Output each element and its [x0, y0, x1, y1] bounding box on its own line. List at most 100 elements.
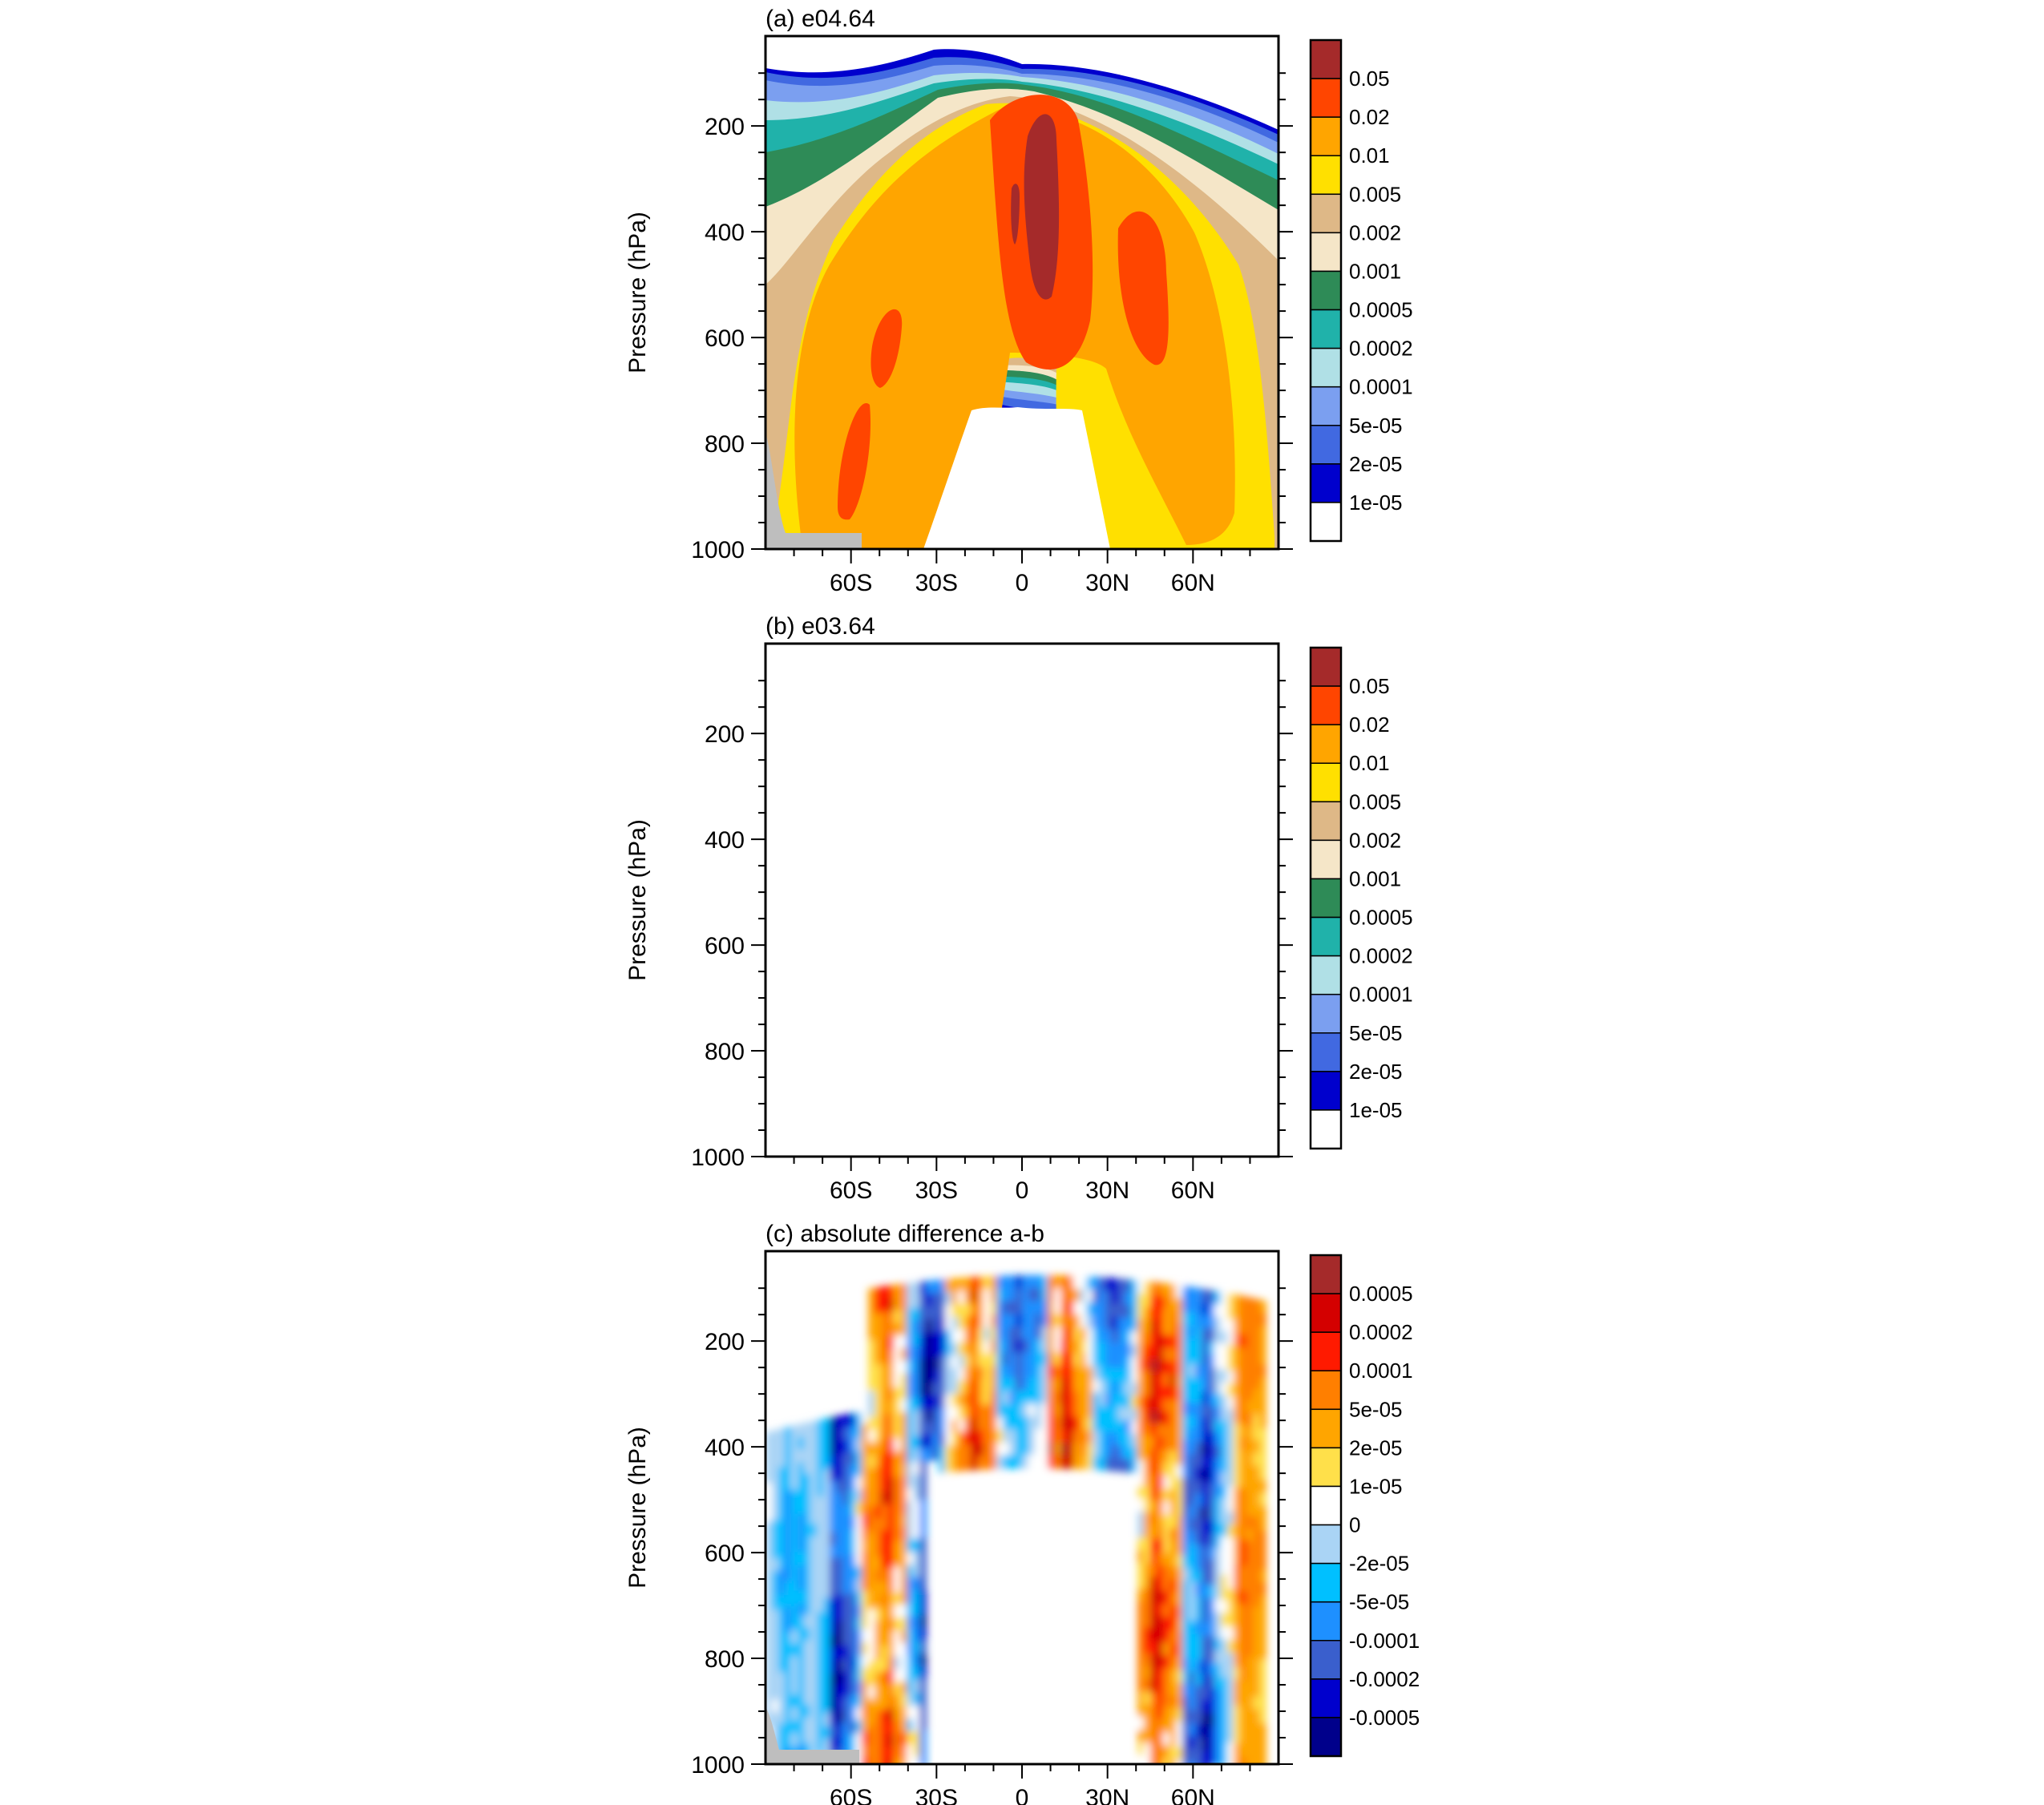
- difference-cell: [1073, 1353, 1081, 1367]
- difference-cell: [1163, 1706, 1170, 1721]
- difference-cell: [1169, 1489, 1177, 1504]
- difference-cell: [798, 1475, 805, 1489]
- difference-cell: [1221, 1587, 1228, 1601]
- difference-cell: [1041, 1378, 1048, 1392]
- difference-cell: [1150, 1461, 1157, 1476]
- difference-cell: [907, 1603, 914, 1617]
- difference-cell: [791, 1579, 798, 1593]
- difference-cell: [1137, 1613, 1145, 1628]
- difference-cell: [862, 1744, 869, 1759]
- difference-cell: [1195, 1557, 1202, 1572]
- difference-cell: [810, 1690, 818, 1704]
- difference-cell: [1182, 1529, 1190, 1544]
- difference-cell: [919, 1448, 927, 1462]
- difference-cell: [1176, 1682, 1183, 1697]
- difference-cell: [804, 1717, 811, 1731]
- difference-cell: [772, 1430, 779, 1444]
- difference-cell: [817, 1702, 824, 1716]
- difference-cell: [990, 1417, 997, 1431]
- difference-cell: [849, 1708, 856, 1722]
- difference-cell: [1086, 1353, 1093, 1367]
- difference-cell: [772, 1635, 779, 1650]
- difference-cell: [1137, 1357, 1145, 1371]
- difference-cell: [1214, 1522, 1222, 1536]
- x-tick-label: 30S: [915, 570, 958, 596]
- difference-cell: [1227, 1512, 1234, 1526]
- difference-cell: [849, 1593, 856, 1607]
- difference-cell: [875, 1557, 882, 1571]
- difference-cell: [1016, 1301, 1023, 1315]
- difference-cell: [1035, 1455, 1042, 1469]
- difference-cell: [785, 1696, 792, 1710]
- difference-cell: [1202, 1468, 1209, 1483]
- difference-cell: [1214, 1445, 1222, 1460]
- difference-cell: [919, 1345, 927, 1359]
- difference-cell: [1259, 1685, 1266, 1699]
- panel-b-mountain: [923, 1015, 1110, 1157]
- difference-cell: [849, 1516, 856, 1530]
- difference-cell: [913, 1602, 920, 1617]
- difference-cell: [1227, 1704, 1234, 1718]
- difference-cell: [1246, 1707, 1254, 1722]
- panel-b-band-0.05-strip: [1011, 791, 1020, 852]
- difference-cell: [798, 1654, 805, 1669]
- difference-cell: [1208, 1495, 1215, 1509]
- difference-cell: [1227, 1524, 1234, 1539]
- difference-cell: [1041, 1339, 1048, 1354]
- difference-cell: [1240, 1501, 1247, 1516]
- y-tick-label: 1000: [691, 1752, 745, 1779]
- difference-cell: [810, 1472, 818, 1486]
- difference-cell: [1003, 1391, 1010, 1405]
- difference-cell: [1093, 1392, 1100, 1407]
- difference-cell: [785, 1542, 792, 1557]
- difference-cell: [900, 1732, 907, 1746]
- difference-cell: [1016, 1429, 1023, 1444]
- difference-cell: [1202, 1494, 1209, 1508]
- colorbar-frame: [1309, 1254, 1343, 1758]
- colorbar-swatch: [1310, 193, 1342, 234]
- difference-cell: [951, 1342, 959, 1356]
- difference-cell: [907, 1526, 914, 1541]
- difference-cell: [1221, 1510, 1228, 1524]
- difference-cell: [881, 1350, 888, 1364]
- difference-cell: [810, 1459, 818, 1473]
- difference-cell: [913, 1359, 920, 1373]
- difference-cell: [810, 1600, 818, 1614]
- difference-cell: [1022, 1442, 1029, 1456]
- difference-cell: [1246, 1694, 1254, 1709]
- difference-cell: [1157, 1744, 1164, 1759]
- difference-cell: [913, 1525, 920, 1540]
- difference-cell: [1240, 1694, 1247, 1708]
- difference-cell: [772, 1558, 779, 1573]
- difference-cell: [875, 1595, 882, 1609]
- difference-cell: [945, 1317, 952, 1331]
- difference-cell: [1202, 1353, 1209, 1367]
- difference-cell: [900, 1476, 907, 1490]
- difference-cell: [887, 1413, 895, 1427]
- difference-cell: [836, 1582, 843, 1597]
- colorbar-swatch: [1310, 1485, 1342, 1526]
- panel-c-contours: [765, 1275, 1266, 1764]
- difference-cell: [894, 1694, 901, 1709]
- difference-cell: [939, 1279, 946, 1294]
- difference-cell: [1118, 1278, 1125, 1293]
- difference-cell: [1144, 1358, 1151, 1372]
- difference-cell: [926, 1370, 933, 1384]
- difference-cell: [1118, 1407, 1125, 1421]
- difference-cell: [1221, 1574, 1228, 1589]
- difference-cell: [1182, 1555, 1190, 1569]
- difference-cell: [849, 1657, 856, 1671]
- difference-cell: [1157, 1731, 1164, 1746]
- difference-cell: [1054, 1365, 1061, 1379]
- difference-cell: [1150, 1397, 1157, 1411]
- difference-cell: [1182, 1324, 1190, 1339]
- difference-cell: [1093, 1341, 1100, 1355]
- difference-cell: [1131, 1356, 1138, 1371]
- difference-cell: [913, 1294, 920, 1309]
- difference-cell: [900, 1617, 907, 1631]
- difference-cell: [958, 1444, 965, 1459]
- difference-cell: [1041, 1352, 1048, 1367]
- difference-cell: [887, 1605, 895, 1620]
- colorbar-swatch: [1310, 463, 1342, 503]
- difference-cell: [1208, 1597, 1215, 1612]
